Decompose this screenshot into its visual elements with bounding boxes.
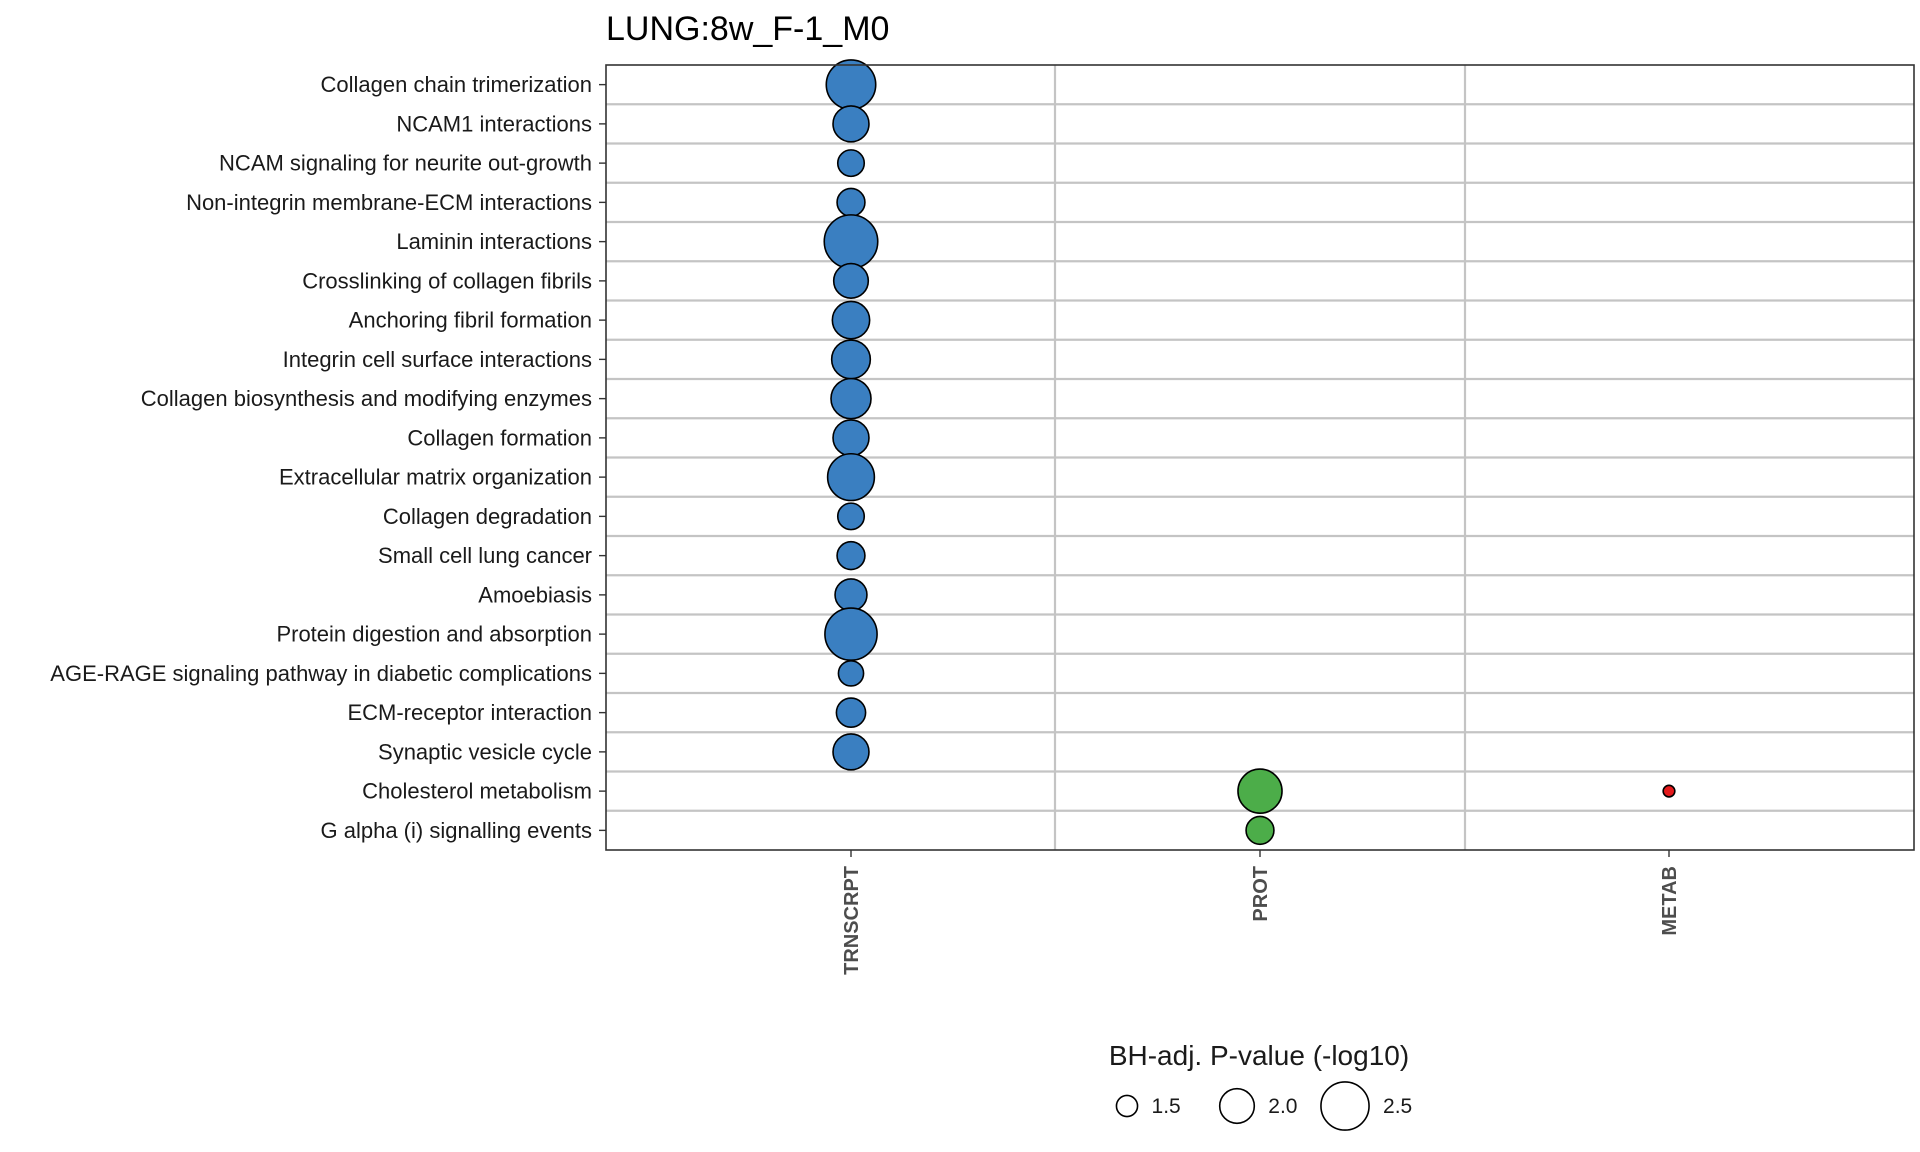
data-point bbox=[836, 187, 866, 218]
y-tick-label: Protein digestion and absorption bbox=[276, 622, 592, 647]
y-tick-label: Non-integrin membrane-ECM interactions bbox=[186, 190, 592, 215]
legend-key-circle bbox=[1218, 1087, 1256, 1125]
legend-title: BH-adj. P-value (-log10) bbox=[1109, 1040, 1409, 1071]
y-tick-label: Synaptic vesicle cycle bbox=[378, 739, 592, 764]
chart-title: LUNG:8w_F-1_M0 bbox=[606, 10, 889, 48]
y-tick-label: Extracellular matrix organization bbox=[279, 465, 592, 490]
size-legend: BH-adj. P-value (-log10) 1.5 2.0 2.5 bbox=[1109, 1040, 1412, 1131]
y-axis: Collagen chain trimerization NCAM1 intera… bbox=[50, 72, 606, 843]
y-tick-label: Small cell lung cancer bbox=[378, 543, 592, 568]
data-point bbox=[823, 214, 879, 270]
data-point bbox=[825, 59, 877, 111]
points bbox=[823, 59, 1676, 846]
y-tick-label: NCAM signaling for neurite out-growth bbox=[219, 151, 592, 176]
data-point bbox=[830, 377, 872, 420]
data-point bbox=[1662, 784, 1676, 798]
y-tick-label: Collagen formation bbox=[407, 425, 592, 450]
y-tick-label: Collagen degradation bbox=[383, 504, 592, 529]
y-tick-label: G alpha (i) signalling events bbox=[321, 818, 592, 843]
y-tick-label: Integrin cell surface interactions bbox=[283, 347, 592, 372]
data-point bbox=[837, 659, 865, 687]
y-tick-label: AGE-RAGE signaling pathway in diabetic c… bbox=[50, 661, 592, 686]
data-point bbox=[836, 540, 866, 571]
y-tick-label: Crosslinking of collagen fibrils bbox=[302, 268, 592, 293]
plot-panel-border bbox=[605, 64, 1915, 851]
legend-key-circle bbox=[1320, 1081, 1370, 1131]
legend-key-label: 1.5 bbox=[1152, 1095, 1181, 1118]
data-point bbox=[1245, 815, 1275, 846]
data-point bbox=[834, 578, 868, 612]
y-tick-label: Laminin interactions bbox=[396, 229, 592, 254]
data-point bbox=[832, 733, 870, 771]
data-point bbox=[831, 300, 871, 340]
data-point bbox=[836, 149, 866, 178]
y-tick-label: Amoebiasis bbox=[478, 582, 592, 607]
x-axis: TRNSCRPT PROT METAB bbox=[841, 850, 1681, 975]
y-tick-label: ECM-receptor interaction bbox=[347, 700, 592, 725]
data-point bbox=[836, 502, 866, 531]
x-tick-label: PROT bbox=[1250, 866, 1272, 922]
x-tick-label: METAB bbox=[1659, 866, 1681, 936]
data-point bbox=[1237, 768, 1283, 814]
x-tick-label: TRNSCRPT bbox=[841, 866, 863, 975]
y-tick-label: Anchoring fibril formation bbox=[349, 308, 592, 333]
y-tick-label: Cholesterol metabolism bbox=[362, 779, 592, 804]
data-point bbox=[832, 419, 870, 457]
data-point bbox=[832, 262, 870, 299]
data-point bbox=[824, 607, 878, 661]
y-tick-label: NCAM1 interactions bbox=[396, 111, 592, 136]
grid bbox=[606, 65, 1914, 850]
data-point bbox=[832, 105, 870, 143]
y-tick-label: Collagen biosynthesis and modifying enzy… bbox=[141, 386, 592, 411]
data-point bbox=[830, 339, 872, 380]
data-point bbox=[826, 452, 876, 502]
legend-key-label: 2.0 bbox=[1268, 1095, 1297, 1118]
legend-key-circle bbox=[1115, 1094, 1139, 1118]
data-point bbox=[835, 697, 867, 729]
legend-key-label: 2.5 bbox=[1383, 1095, 1412, 1118]
y-tick-label: Collagen chain trimerization bbox=[321, 72, 592, 97]
